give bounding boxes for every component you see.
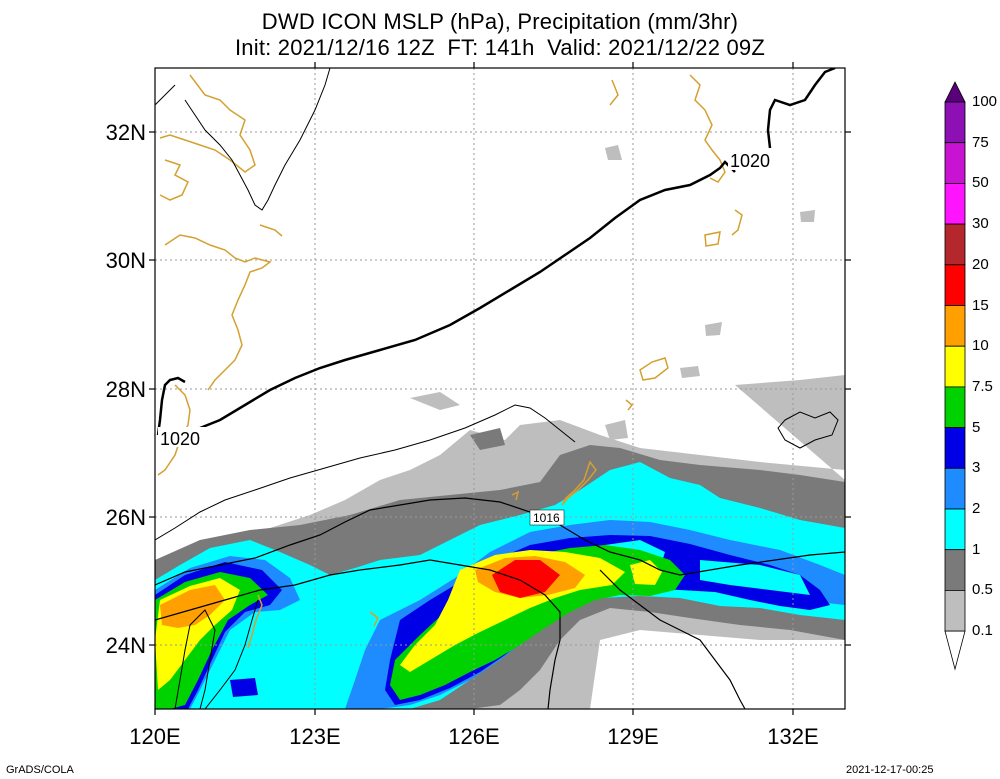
lat-label-30n: 30N [105, 248, 146, 273]
colorbar-level-label: 75 [972, 133, 989, 151]
colorbar-level-label: 100 [972, 93, 998, 110]
colorbar-swatch [944, 345, 966, 388]
colorbar-swatch [944, 508, 966, 551]
colorbar-swatch [944, 264, 966, 306]
colorbar-level-label: 5 [972, 418, 981, 436]
colorbar-level-label: 15 [972, 296, 989, 314]
contour-label-1020-west: 1020 [160, 429, 200, 449]
contour-label-1020-east: 1020 [730, 151, 770, 171]
title-line-1: DWD ICON MSLP (hPa), Precipitation (mm/3… [261, 9, 739, 34]
contour-label-1016: 1016 [533, 511, 560, 525]
colorbar-level-label: 0.5 [972, 581, 993, 599]
lat-label-32n: 32N [105, 120, 146, 145]
colorbar-level-label: 20 [972, 255, 989, 273]
contour-label-bg [158, 427, 208, 447]
colorbar-bottom-arrow [944, 630, 966, 671]
lon-label-129e: 129E [607, 724, 659, 749]
lon-label-132e: 132E [767, 724, 819, 749]
colorbar-swatch [944, 142, 966, 184]
colorbar-level-label: 2 [972, 500, 981, 517]
footer-left: GrADS/COLA [6, 764, 74, 776]
contour-label-bg [728, 150, 778, 170]
colorbar-swatch [944, 386, 966, 428]
colorbar-swatch [944, 223, 966, 266]
lon-label-123e: 123E [289, 724, 341, 749]
precip-15-areas [492, 560, 560, 598]
footer-right: 2021-12-17-00:25 [846, 764, 934, 776]
colorbar-swatch [944, 467, 966, 510]
colorbar-level-label: 1 [972, 540, 981, 558]
lat-label-24n: 24N [105, 633, 146, 658]
isobars [155, 68, 845, 709]
lat-label-26n: 26N [105, 505, 146, 530]
lon-label-120e: 120E [129, 724, 181, 749]
colorbar-level-label: 10 [972, 337, 989, 355]
colorbar-level-label: 50 [972, 174, 989, 192]
colorbar [944, 81, 966, 671]
lat-label-28n: 28N [105, 377, 146, 402]
title-line-2: Init: 2021/12/16 12Z FT: 141h Valid: 202… [235, 35, 765, 60]
colorbar-swatch [944, 305, 966, 347]
colorbar-level-label: 7.5 [972, 377, 993, 395]
coastlines [157, 74, 743, 649]
colorbar-level-label: 30 [972, 215, 989, 233]
contour-label-group: 1020 1020 1016 [158, 150, 778, 526]
colorbar-top-arrow [944, 81, 966, 103]
lon-label-126e: 126E [448, 724, 500, 749]
grid-lines [155, 68, 845, 709]
colorbar-swatch [944, 590, 966, 632]
colorbar-level-label: 0.1 [972, 622, 993, 640]
precipitation-field [155, 145, 845, 709]
contour-label-bg [529, 509, 565, 526]
colorbar-swatch [944, 549, 966, 591]
ticks [149, 62, 851, 715]
colorbar-swatch [944, 101, 966, 144]
colorbar-level-label: 3 [972, 459, 981, 477]
colorbar-swatch [944, 427, 966, 469]
colorbar-swatch [944, 182, 966, 225]
